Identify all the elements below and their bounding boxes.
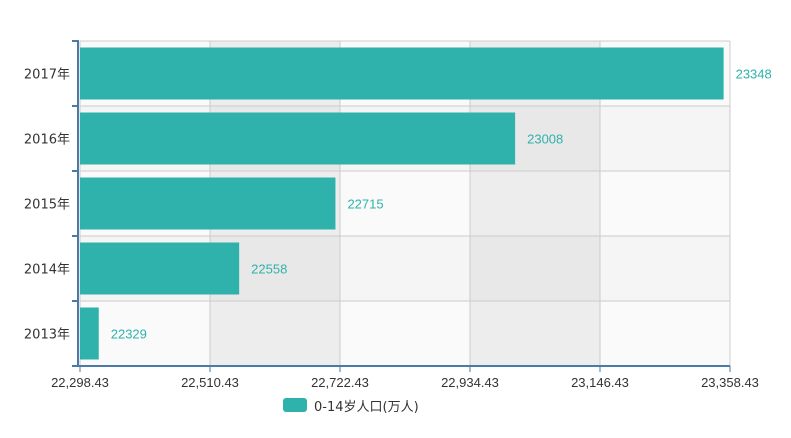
bar [80,307,99,360]
legend-label: 0-14岁人口(万人) [314,399,419,415]
x-tick-label: 22,298.43 [51,375,109,390]
data-label: 22558 [251,262,287,277]
x-tick-label: 23,358.43 [701,375,759,390]
y-tick-label: 2016年 [24,133,70,148]
data-label: 22329 [111,327,147,342]
y-tick-label: 2015年 [24,198,70,213]
y-tick-label: 2017年 [24,68,70,83]
bar [80,242,240,295]
data-label: 23008 [527,132,563,147]
labels: 22329 2013年 22558 2014年 22715 2015年 23008 2016年… [24,67,772,391]
legend-swatch [283,398,307,412]
x-tick-label: 22,722.43 [311,375,369,390]
legend[interactable]: 0-14岁人口(万人) [283,396,419,415]
x-tick-label: 23,146.43 [571,375,629,390]
bars [80,47,724,360]
bar [80,112,516,165]
x-tick-label: 22,510.43 [181,375,239,390]
bar [80,47,724,100]
axes [72,40,731,372]
data-label: 23348 [736,67,772,82]
y-tick-label: 2014年 [24,263,70,278]
y-tick-label: 2013年 [24,328,70,343]
data-label: 22715 [347,197,383,212]
x-tick-label: 22,934.43 [441,375,499,390]
bar [80,177,336,230]
